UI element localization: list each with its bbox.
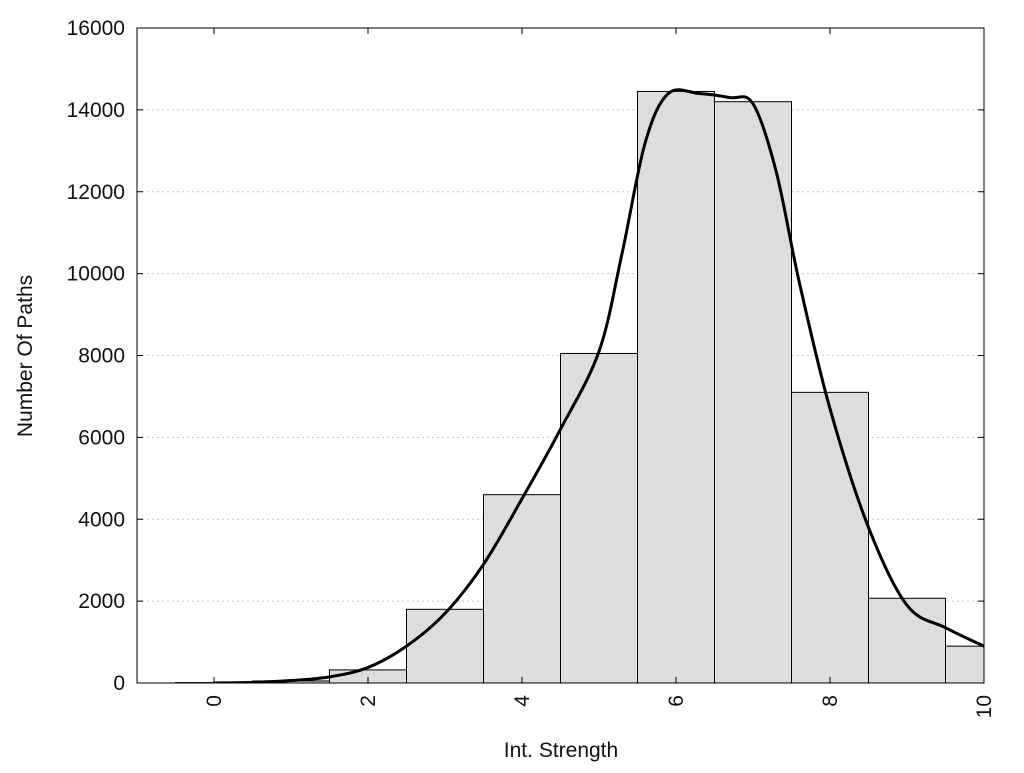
x-tick-label: 2 — [357, 695, 380, 707]
x-tick-label: 10 — [973, 695, 996, 718]
y-axis-title: Number Of Paths — [14, 275, 37, 437]
bars-layer — [176, 91, 1023, 683]
y-tick-label: 16000 — [67, 17, 125, 40]
x-tick-label: 8 — [819, 695, 842, 707]
histogram-bar — [869, 598, 946, 683]
histogram-bar — [484, 495, 561, 683]
histogram-bar — [638, 91, 715, 683]
y-tick-label: 2000 — [78, 590, 125, 613]
histogram-bar — [407, 609, 484, 683]
histogram-bar — [561, 353, 638, 683]
y-tick-label: 12000 — [67, 181, 125, 204]
y-tick-label: 4000 — [78, 508, 125, 531]
y-tick-label: 6000 — [78, 426, 125, 449]
y-tick-label: 0 — [113, 672, 125, 695]
y-tick-label: 10000 — [67, 263, 125, 286]
histogram-bar — [792, 392, 869, 683]
x-tick-label: 6 — [665, 695, 688, 707]
y-tick-label: 14000 — [67, 99, 125, 122]
y-tick-label: 8000 — [78, 345, 125, 368]
x-tick-label: 0 — [203, 695, 226, 707]
x-tick-label: 4 — [511, 695, 534, 707]
x-axis-title: Int. Strength — [504, 739, 618, 762]
